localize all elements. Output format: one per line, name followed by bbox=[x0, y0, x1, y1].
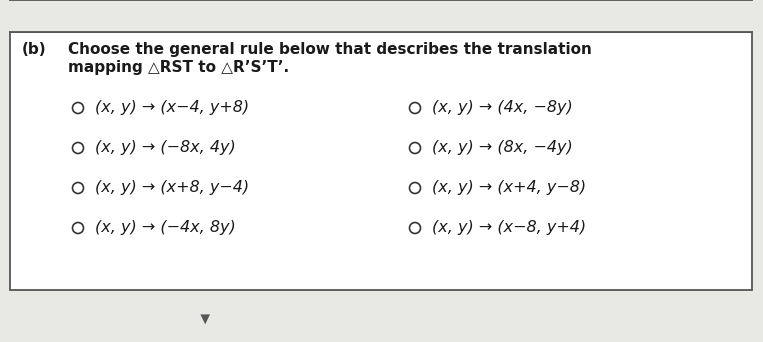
Text: mapping △RST to △R’S’T’.: mapping △RST to △R’S’T’. bbox=[68, 60, 289, 75]
Text: ▲: ▲ bbox=[200, 312, 210, 325]
Text: (x, y) → (8x, −4y): (x, y) → (8x, −4y) bbox=[432, 140, 573, 155]
Text: (x, y) → (−4x, 8y): (x, y) → (−4x, 8y) bbox=[95, 220, 236, 235]
Text: (b): (b) bbox=[22, 42, 47, 57]
Text: (x, y) → (x+4, y−8): (x, y) → (x+4, y−8) bbox=[432, 180, 586, 195]
Text: Choose the general rule below that describes the translation: Choose the general rule below that descr… bbox=[68, 42, 592, 57]
Bar bbox=[10, 0, 752, 32]
Text: (x, y) → (x−8, y+4): (x, y) → (x−8, y+4) bbox=[432, 220, 586, 235]
Bar bbox=[10, 32, 752, 290]
Text: (x, y) → (−8x, 4y): (x, y) → (−8x, 4y) bbox=[95, 140, 236, 155]
Text: (x, y) → (x+8, y−4): (x, y) → (x+8, y−4) bbox=[95, 180, 250, 195]
Text: (x, y) → (x−4, y+8): (x, y) → (x−4, y+8) bbox=[95, 100, 250, 115]
Text: (x, y) → (4x, −8y): (x, y) → (4x, −8y) bbox=[432, 100, 573, 115]
